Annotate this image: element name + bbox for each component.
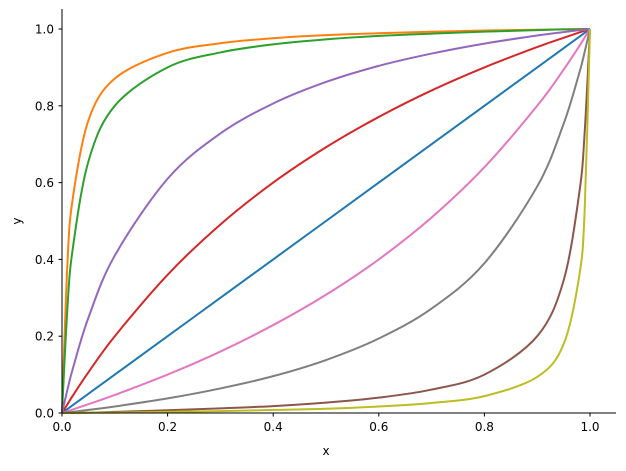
y-axis-label: y — [10, 217, 24, 224]
x-tick-label: 0.6 — [369, 420, 388, 434]
series-line-6 — [61, 28, 591, 414]
series-line-4 — [61, 28, 591, 414]
y-tick-label: 0.2 — [35, 330, 54, 344]
series-line-3 — [61, 28, 591, 414]
y-tick-label: 0.4 — [35, 253, 54, 267]
series-line-0 — [61, 28, 591, 414]
y-tick-label: 0.8 — [35, 99, 54, 113]
series-lines — [61, 27, 591, 415]
x-axis-label: x — [322, 444, 329, 458]
x-tick-label: 0.2 — [158, 420, 177, 434]
x-ticks: 0.0 0.2 0.4 0.6 0.8 1.0 — [52, 413, 600, 434]
y-ticks: 0.0 0.2 0.4 0.6 0.8 1.0 — [35, 23, 62, 421]
series-line-2 — [61, 27, 591, 414]
y-tick-label: 0.0 — [35, 407, 54, 421]
series-line-7 — [61, 28, 591, 414]
x-tick-label: 1.0 — [580, 420, 599, 434]
x-tick-label: 0.0 — [52, 420, 71, 434]
y-tick-label: 0.6 — [35, 176, 54, 190]
x-tick-label: 0.4 — [264, 420, 283, 434]
x-tick-label: 0.8 — [475, 420, 494, 434]
y-tick-label: 1.0 — [35, 23, 54, 37]
